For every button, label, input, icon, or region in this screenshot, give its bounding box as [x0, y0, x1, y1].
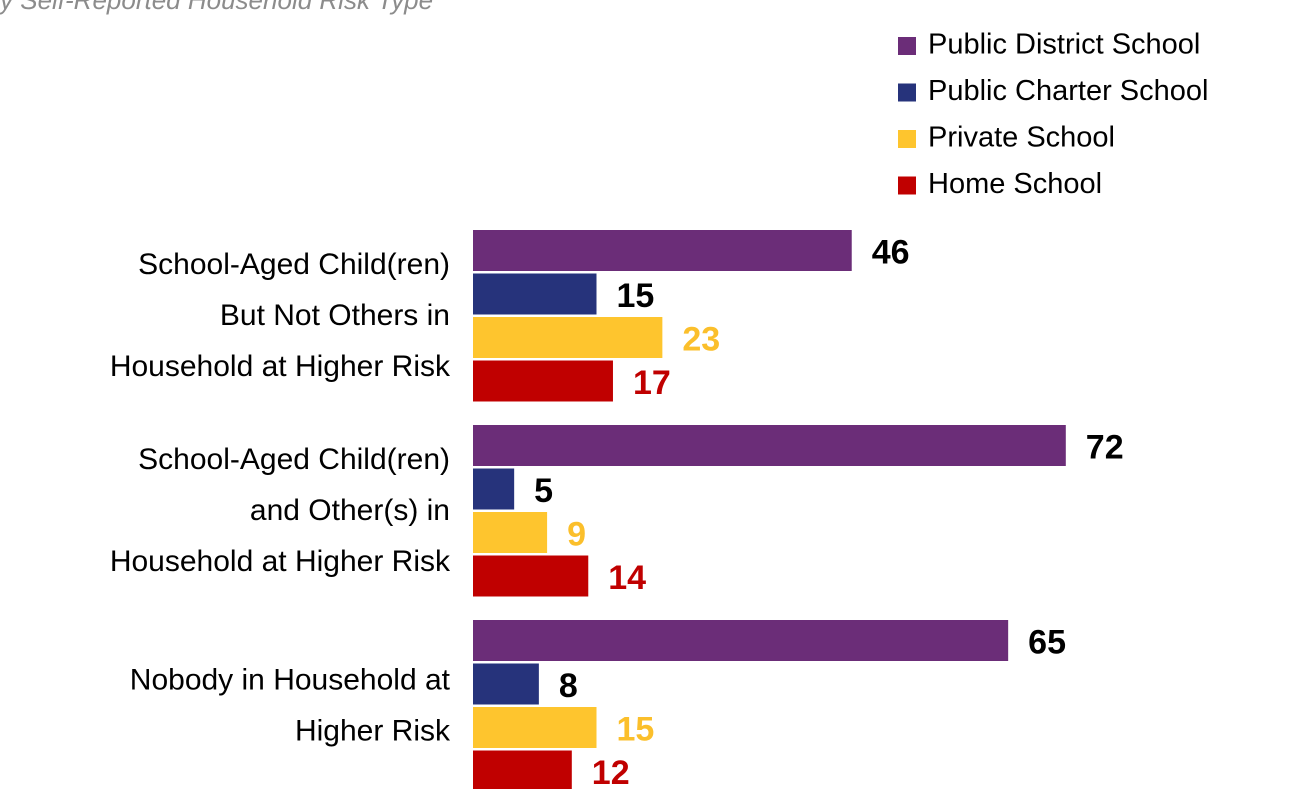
bar — [473, 273, 597, 315]
category-label: Nobody in Household at — [130, 663, 451, 696]
category-label: School-Aged Child(ren) — [138, 443, 450, 476]
value-label: 65 — [1028, 623, 1066, 661]
value-label: 15 — [617, 277, 655, 315]
category-label: Household at Higher Risk — [110, 350, 451, 383]
legend-label: Home School — [928, 168, 1102, 200]
category-label: School-Aged Child(ren) — [138, 248, 450, 281]
legend-swatch — [898, 130, 916, 148]
value-label: 5 — [534, 472, 553, 510]
bar — [473, 360, 613, 402]
value-label: 8 — [559, 667, 578, 705]
category-label: Household at Higher Risk — [110, 545, 451, 578]
value-label: 23 — [682, 320, 720, 358]
legend-label: Private School — [928, 122, 1115, 154]
bar — [473, 468, 515, 510]
legend-label: Public District School — [928, 29, 1200, 61]
category-label: and Other(s) in — [250, 494, 450, 527]
bar — [473, 750, 572, 789]
bar — [473, 317, 663, 358]
legend-swatch — [898, 176, 916, 195]
bar — [473, 707, 597, 748]
value-label: 72 — [1086, 428, 1124, 466]
value-label: 17 — [633, 364, 671, 402]
value-label: 15 — [617, 710, 655, 748]
bar — [473, 425, 1066, 466]
value-label: 12 — [592, 754, 630, 789]
category-label: But Not Others in — [220, 299, 450, 332]
legend-label: Public Charter School — [928, 75, 1208, 107]
legend-swatch — [898, 83, 916, 102]
bar — [473, 620, 1009, 661]
bar — [473, 663, 539, 705]
bar — [473, 512, 548, 553]
category-label: Higher Risk — [295, 714, 451, 747]
value-label: 9 — [567, 515, 586, 553]
value-label: 14 — [608, 559, 646, 597]
bar — [473, 555, 589, 597]
bar — [473, 230, 852, 271]
legend-swatch — [898, 37, 916, 55]
value-label: 46 — [872, 233, 910, 271]
chart-title: y Self-Reported Household Risk Type — [0, 0, 433, 15]
